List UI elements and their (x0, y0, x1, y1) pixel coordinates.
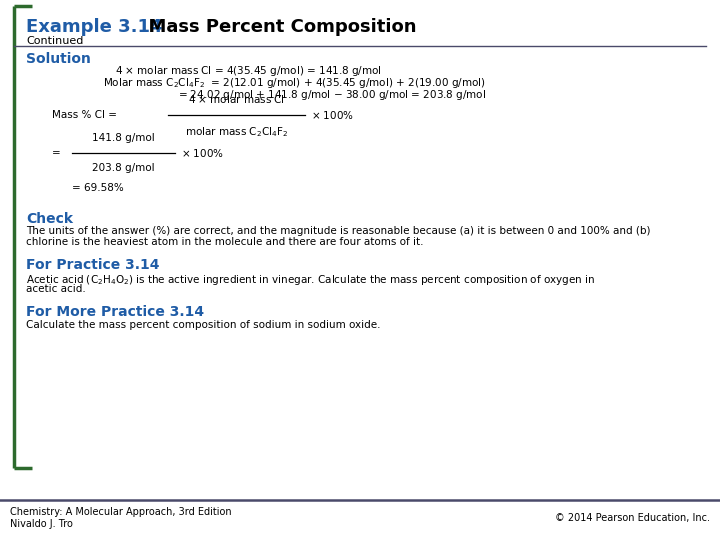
Text: For Practice 3.14: For Practice 3.14 (26, 258, 160, 272)
Text: Chemistry: A Molecular Approach, 3rd Edition: Chemistry: A Molecular Approach, 3rd Edi… (10, 507, 232, 517)
Text: Molar mass C$_2$Cl$_4$F$_2$  = 2(12.01 g/mol) + 4(35.45 g/mol) + 2(19.00 g/mol): Molar mass C$_2$Cl$_4$F$_2$ = 2(12.01 g/… (103, 76, 486, 90)
Text: chlorine is the heaviest atom in the molecule and there are four atoms of it.: chlorine is the heaviest atom in the mol… (26, 237, 423, 247)
Text: Continued: Continued (26, 36, 84, 46)
Text: For More Practice 3.14: For More Practice 3.14 (26, 305, 204, 319)
Text: 203.8 g/mol: 203.8 g/mol (92, 163, 155, 173)
Text: Nivaldo J. Tro: Nivaldo J. Tro (10, 519, 73, 529)
Text: Mass % Cl =: Mass % Cl = (52, 110, 117, 120)
Text: © 2014 Pearson Education, Inc.: © 2014 Pearson Education, Inc. (555, 513, 710, 523)
Text: Calculate the mass percent composition of sodium in sodium oxide.: Calculate the mass percent composition o… (26, 320, 380, 330)
Text: Example 3.14: Example 3.14 (26, 18, 163, 36)
Text: Acetic acid (C$_2$H$_4$O$_2$) is the active ingredient in vinegar. Calculate the: Acetic acid (C$_2$H$_4$O$_2$) is the act… (26, 273, 595, 287)
Text: 141.8 g/mol: 141.8 g/mol (92, 133, 155, 143)
Text: The units of the answer (%) are correct, and the magnitude is reasonable because: The units of the answer (%) are correct,… (26, 226, 650, 236)
Text: Check: Check (26, 212, 73, 226)
Text: = 69.58%: = 69.58% (72, 183, 124, 193)
Text: Mass Percent Composition: Mass Percent Composition (136, 18, 416, 36)
Text: Solution: Solution (26, 52, 91, 66)
Text: $\times$ 100%: $\times$ 100% (181, 147, 224, 159)
Text: 4 $\times$ molar mass Cl = 4(35.45 g/mol) = 141.8 g/mol: 4 $\times$ molar mass Cl = 4(35.45 g/mol… (115, 64, 382, 78)
Text: $\times$ 100%: $\times$ 100% (311, 109, 354, 121)
Text: =: = (52, 148, 60, 158)
Text: 4 $\times$ molar mass Cl: 4 $\times$ molar mass Cl (188, 93, 285, 105)
Text: acetic acid.: acetic acid. (26, 284, 86, 294)
Text: molar mass C$_2$Cl$_4$F$_2$: molar mass C$_2$Cl$_4$F$_2$ (185, 125, 288, 139)
Text: = 24.02 g/mol + 141.8 g/mol $-$ 38.00 g/mol = 203.8 g/mol: = 24.02 g/mol + 141.8 g/mol $-$ 38.00 g/… (178, 88, 486, 102)
